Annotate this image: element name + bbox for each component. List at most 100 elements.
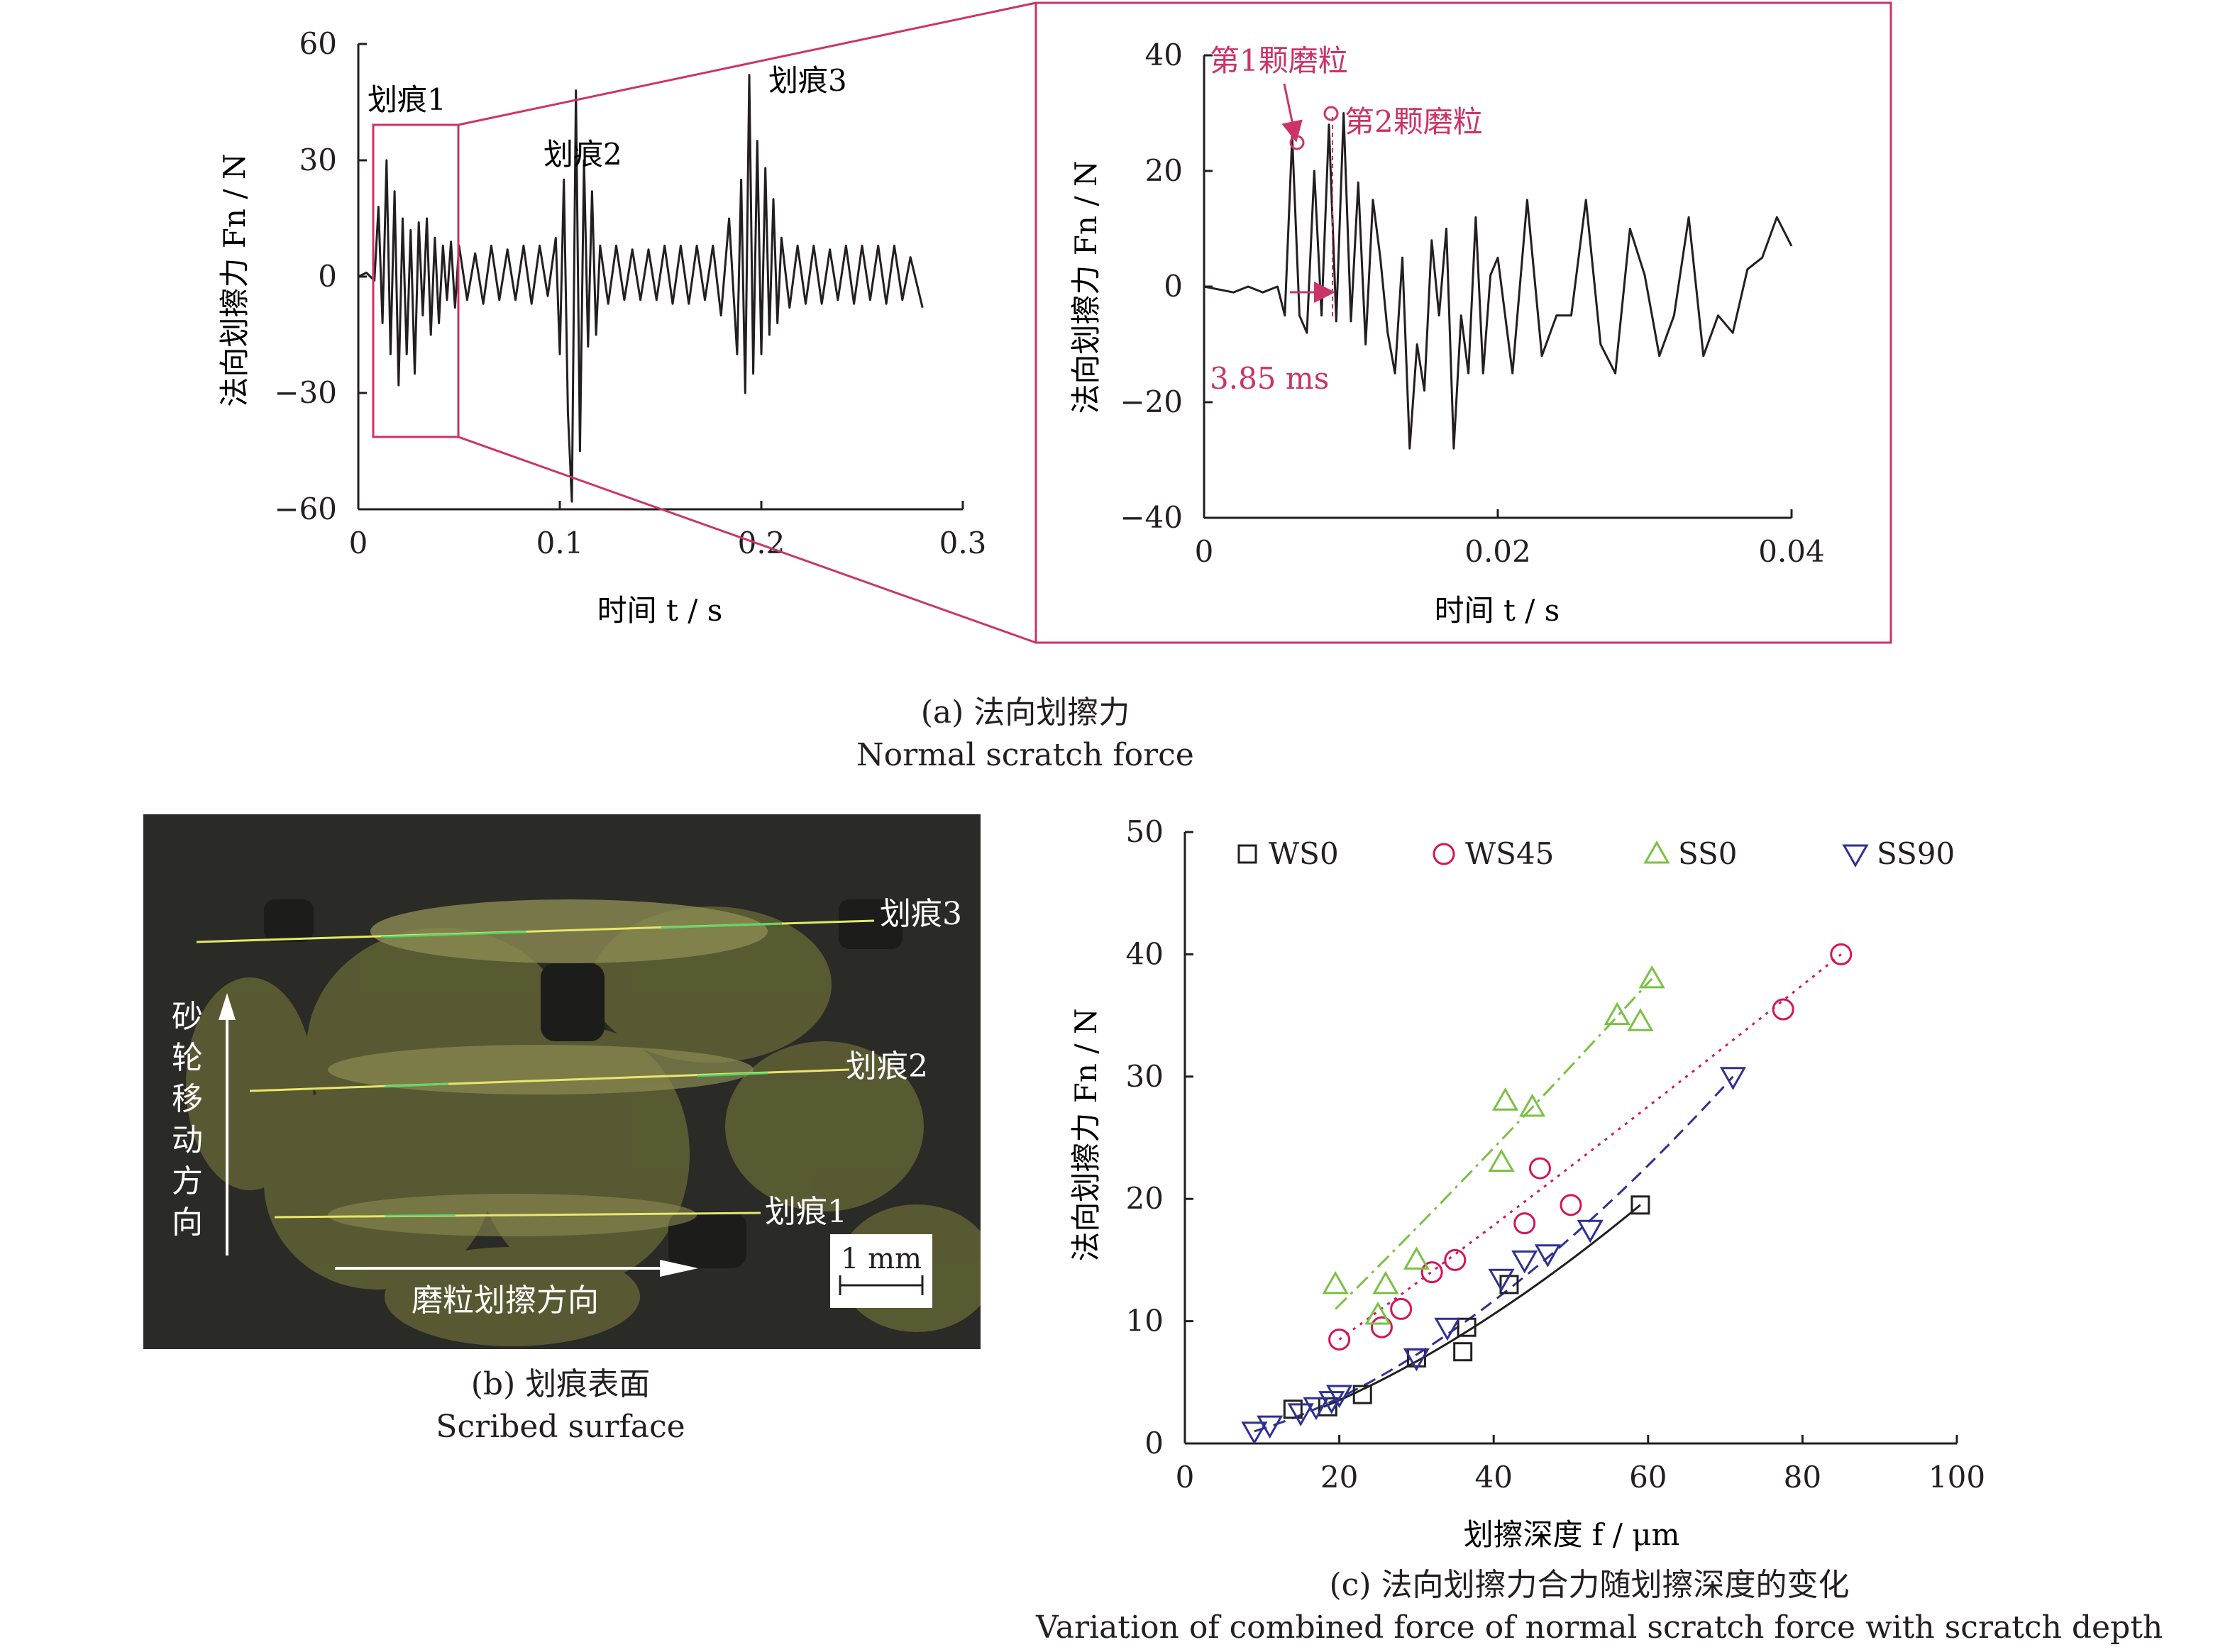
point-ws45 [1528, 1157, 1551, 1180]
chart-c-ylabel: 法向划擦力 Fn / N [1069, 1008, 1103, 1261]
chart-a-right-series [1203, 112, 1793, 450]
legend-label-ss90: SS90 [1877, 836, 1955, 871]
point-ss0 [1638, 965, 1665, 989]
chart-c-legend: WS0 WS45 SS0 SS90 [1237, 836, 1955, 871]
point-ss90 [1534, 1244, 1561, 1268]
zoom-connector-bottom [458, 436, 1037, 644]
point-ss0 [1491, 1087, 1519, 1111]
chart-a-left-y-tick-label: 0 [318, 259, 337, 294]
legend-marker-ws45 [1433, 843, 1455, 865]
chart-c-x-tick-label: 40 [1474, 1460, 1512, 1495]
chart-a-left-y-tick-label: −30 [274, 375, 337, 410]
chart-a-right: 0 0.02 0.04 −40 −20 0 20 40 时间 t / s 法向划擦力 Fn /… [1069, 38, 1825, 628]
point-ws0 [1457, 1317, 1477, 1337]
point-ss90 [1511, 1250, 1538, 1274]
wheel-direction-char: 向 [172, 1204, 203, 1241]
chart-a-left-ylabel: 法向划擦力 Fn / N [217, 153, 252, 406]
chart-c-xlabel: 划擦深度 f / μm [1464, 1517, 1680, 1552]
chart-a-right-y-tick-label: 20 [1145, 153, 1183, 188]
annotation-scratch-2: 划痕2 [543, 137, 622, 172]
caption-c-en: Variation of combined force of normal sc… [1036, 1609, 2163, 1646]
caption-a-cn: (a) 法向划擦力 [920, 694, 1130, 731]
point-ws45 [1830, 943, 1853, 965]
fit-line-ss90 [1254, 1075, 1734, 1433]
point-ss90 [1287, 1403, 1314, 1426]
caption-c: (c) 法向划擦力合力随划擦深度的变化 Variation of combine… [1036, 1564, 2163, 1649]
annotation-grain-1: 第1颗磨粒 [1210, 43, 1348, 78]
wheel-direction-char: 移 [172, 1081, 203, 1117]
point-ss90 [1303, 1397, 1330, 1421]
point-ss90 [1434, 1317, 1461, 1341]
chart-a-right-y-tick-label: 0 [1164, 269, 1183, 304]
chart-c-y-tick-label: 0 [1144, 1426, 1164, 1460]
point-ss0 [1488, 1148, 1515, 1172]
chart-a-right-ylabel: 法向划擦力 Fn / N [1069, 160, 1103, 414]
annotation-interval: 3.85 ms [1210, 361, 1329, 396]
annotation-grain-2: 第2颗磨粒 [1345, 104, 1483, 139]
chart-c-x-tick-label: 0 [1176, 1460, 1195, 1495]
fit-line-ws45 [1338, 953, 1842, 1341]
photo-label-scratch-1: 划痕1 [765, 1194, 847, 1230]
grain-direction-label: 磨粒划擦方向 [412, 1282, 599, 1319]
chart-c-y-tick-label: 40 [1126, 936, 1164, 971]
annotation-scratch-3: 划痕3 [768, 63, 847, 98]
chart-a-left-series [358, 74, 924, 503]
point-ws0 [1453, 1342, 1473, 1362]
chart-a-right-x-tick-label: 0 [1195, 534, 1214, 569]
chart-c-axes [1183, 832, 1957, 1445]
fit-line-ws0 [1323, 1204, 1641, 1408]
grain-2-marker [1323, 106, 1339, 121]
point-ss0 [1627, 1008, 1654, 1031]
chart-a-left-x-tick-label: 0.3 [939, 526, 987, 560]
chart-c-y-tick-label: 30 [1126, 1059, 1164, 1094]
zoom-connector-top [458, 1, 1037, 126]
chart-c-y-tick-label: 50 [1126, 814, 1164, 849]
scratch-line-highlights [380, 922, 783, 1217]
point-ws45 [1370, 1316, 1393, 1338]
wheel-direction-char: 砂 [172, 999, 203, 1035]
scale-bar-box [830, 1234, 932, 1308]
grain-1-pointer [1281, 83, 1303, 143]
point-ws0 [1352, 1385, 1372, 1404]
point-ss0 [1519, 1093, 1546, 1117]
legend-label-ws45: WS45 [1465, 836, 1554, 871]
legend-label-ss0: SS0 [1678, 836, 1738, 871]
photo-label-scratch-2: 划痕2 [846, 1048, 928, 1085]
caption-b: (b) 划痕表面 Scribed surface [277, 1363, 844, 1448]
zoom-frame [1034, 1, 1892, 644]
legend-marker-ss0 [1643, 840, 1670, 864]
chart-a-right-y-tick-label: −40 [1120, 500, 1183, 535]
chart-c-y-tick-label: 10 [1126, 1304, 1164, 1338]
photo-canvas: 划痕3 划痕2 划痕1 砂 轮 移 动 方 向 磨粒划擦方向 1 mm [143, 814, 981, 1349]
legend-marker-ss90 [1842, 844, 1869, 868]
point-ss0 [1372, 1270, 1399, 1295]
grain-direction-arrowhead [660, 1260, 698, 1277]
point-ws45 [1444, 1248, 1467, 1271]
caption-b-cn: (b) 划痕表面 [470, 1366, 651, 1402]
chart-a-left-x-tick-label: 0.1 [536, 526, 584, 560]
point-ss90 [1488, 1268, 1515, 1292]
chart-a-left-y-tick-label: 60 [299, 26, 337, 61]
chart-a-left-y-tick-label: 30 [299, 143, 337, 177]
point-ss90 [1326, 1385, 1353, 1409]
chart-a-left-y-tick-label: −60 [274, 492, 337, 526]
chart-c-x-tick-label: 60 [1629, 1460, 1667, 1495]
point-ws45 [1328, 1328, 1351, 1351]
chart-a-left-signal-line [358, 74, 924, 503]
legend-label-ws0: WS0 [1269, 836, 1339, 871]
chart-c-ticks: 0 20 40 60 80 100 0 10 20 30 40 50 [1126, 814, 1986, 1495]
point-ss90 [1403, 1348, 1430, 1372]
chart-c-points [1241, 943, 1853, 1445]
chart-c-fit-lines [1254, 953, 1842, 1433]
wheel-direction-label: 砂 轮 移 动 方 向 [172, 999, 203, 1241]
chart-a-right-signal-line [1203, 112, 1793, 450]
point-ws45 [1420, 1261, 1443, 1284]
point-ss90 [1241, 1421, 1268, 1445]
chart-a-left-x-tick-label: 0.2 [738, 526, 785, 560]
chart-a-left: 0 0.1 0.2 0.3 −60 −30 0 30 60 时间 t / s 法向划擦力 Fn … [217, 1, 1037, 644]
fit-line-ss0 [1335, 977, 1653, 1310]
wheel-direction-char: 轮 [172, 1040, 203, 1076]
chart-a-right-xlabel: 时间 t / s [1435, 593, 1560, 628]
point-ws45 [1390, 1297, 1413, 1320]
